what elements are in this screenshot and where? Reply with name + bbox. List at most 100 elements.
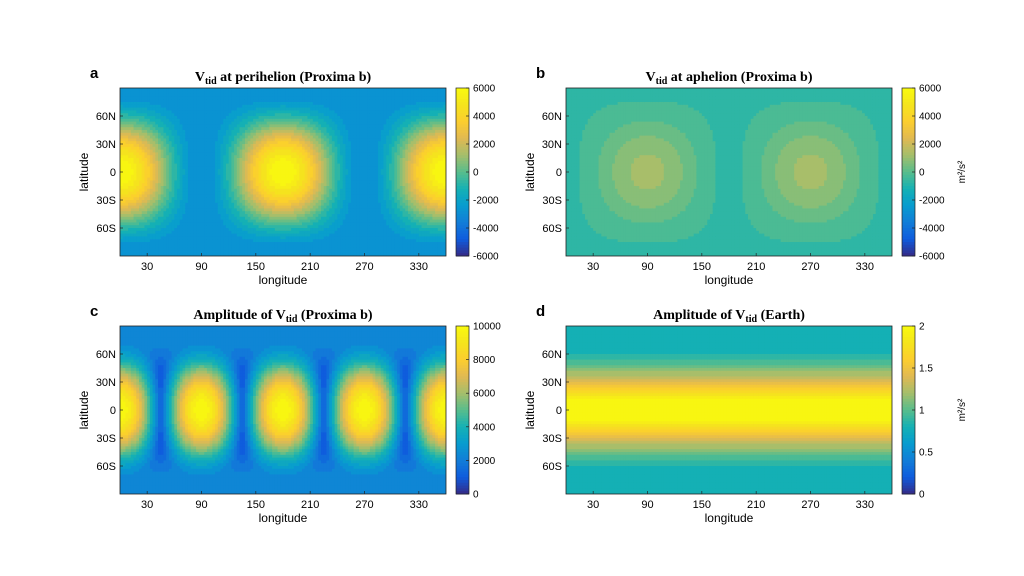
heatmap-cell	[283, 169, 287, 173]
heatmap-cell	[315, 244, 319, 249]
heatmap-cell	[242, 183, 246, 187]
heatmap-cell	[122, 130, 127, 134]
heatmap-cell	[331, 228, 336, 232]
heatmap-cell	[158, 253, 162, 256]
heatmap-cell	[130, 141, 135, 145]
heatmap-cell	[296, 200, 300, 204]
heatmap-cell	[147, 160, 151, 165]
heatmap-cell	[144, 205, 148, 209]
heatmap-cell	[158, 208, 162, 212]
heatmap-cell	[255, 124, 260, 128]
heatmap-cell	[174, 155, 178, 159]
heatmap-cell	[299, 116, 303, 120]
heatmap-cell	[296, 169, 300, 173]
heatmap-cell	[261, 242, 265, 246]
heatmap-cell	[258, 236, 262, 240]
heatmap-cell	[155, 135, 159, 139]
heatmap-cell	[130, 244, 135, 249]
heatmap-cell	[321, 214, 325, 218]
heatmap-cell	[171, 138, 175, 142]
heatmap-cell	[204, 169, 208, 173]
heatmap-cell	[190, 118, 194, 123]
heatmap-cell	[171, 191, 175, 195]
heatmap-cell	[302, 177, 306, 181]
heatmap-cell	[277, 88, 281, 92]
heatmap-cell	[147, 124, 151, 128]
heatmap-cell	[318, 163, 322, 167]
heatmap-cell	[155, 96, 159, 100]
heatmap-cell	[236, 163, 241, 167]
heatmap-cell	[315, 163, 319, 167]
heatmap-cell	[147, 197, 151, 201]
heatmap-cell	[160, 124, 165, 128]
heatmap-cell	[171, 208, 175, 212]
heatmap-cell	[239, 242, 243, 246]
heatmap-cell	[217, 149, 222, 153]
heatmap-cell	[196, 96, 200, 100]
heatmap-cell	[196, 104, 200, 109]
heatmap-cell	[280, 163, 284, 167]
heatmap-cell	[310, 216, 314, 221]
heatmap-cell	[269, 99, 273, 103]
heatmap-cell	[334, 250, 338, 254]
heatmap-cell	[263, 107, 268, 111]
heatmap-cell	[163, 96, 167, 100]
heatmap-cell	[293, 200, 298, 204]
heatmap-cell	[239, 127, 243, 131]
heatmap-cell	[239, 186, 243, 190]
heatmap-cell	[239, 183, 243, 187]
heatmap-cell	[304, 90, 309, 95]
heatmap-cell	[149, 225, 154, 229]
heatmap-cell	[247, 242, 251, 246]
heatmap-cell	[158, 247, 162, 251]
heatmap-cell	[166, 90, 170, 95]
heatmap-cell	[312, 180, 317, 184]
heatmap-cell	[171, 236, 175, 240]
heatmap-cell	[144, 214, 148, 218]
heatmap-cell	[283, 152, 287, 156]
heatmap-cell	[266, 169, 271, 173]
heatmap-cell	[253, 183, 257, 187]
heatmap-cell	[302, 146, 306, 151]
heatmap-cell	[190, 247, 194, 251]
heatmap-cell	[334, 169, 338, 173]
heatmap-cell	[206, 118, 211, 123]
heatmap-cell	[223, 152, 227, 156]
heatmap-cell	[277, 233, 281, 237]
heatmap-cell	[334, 127, 338, 131]
heatmap-cell	[342, 244, 347, 249]
heatmap-cell	[204, 250, 208, 254]
heatmap-cell	[285, 116, 290, 120]
heatmap-cell	[293, 99, 298, 103]
heatmap-cell	[261, 118, 265, 123]
heatmap-cell	[283, 113, 287, 117]
heatmap-cell	[147, 202, 151, 207]
heatmap-cell	[130, 160, 135, 165]
heatmap-cell	[212, 200, 216, 204]
heatmap-cell	[198, 144, 203, 148]
heatmap-cell	[296, 183, 300, 187]
heatmap-cell	[217, 102, 222, 106]
heatmap-cell	[228, 191, 232, 195]
heatmap-cell	[293, 172, 298, 176]
heatmap-cell	[198, 191, 203, 195]
heatmap-cell	[331, 205, 336, 209]
heatmap-cell	[283, 183, 287, 187]
heatmap-cell	[152, 132, 156, 137]
heatmap-cell	[331, 141, 336, 145]
heatmap-cell	[310, 152, 314, 156]
heatmap-cell	[242, 216, 246, 221]
heatmap-cell	[163, 113, 167, 117]
heatmap-cell	[258, 222, 262, 226]
heatmap-cell	[253, 191, 257, 195]
heatmap-cell	[323, 102, 328, 106]
heatmap-cell	[147, 155, 151, 159]
heatmap-cell	[310, 191, 314, 195]
heatmap-cell	[274, 141, 279, 145]
heatmap-cell	[204, 118, 208, 123]
heatmap-cell	[209, 102, 213, 106]
heatmap-cell	[201, 155, 205, 159]
heatmap-cell	[283, 155, 287, 159]
heatmap-cell	[174, 102, 178, 106]
heatmap-cell	[323, 250, 328, 254]
